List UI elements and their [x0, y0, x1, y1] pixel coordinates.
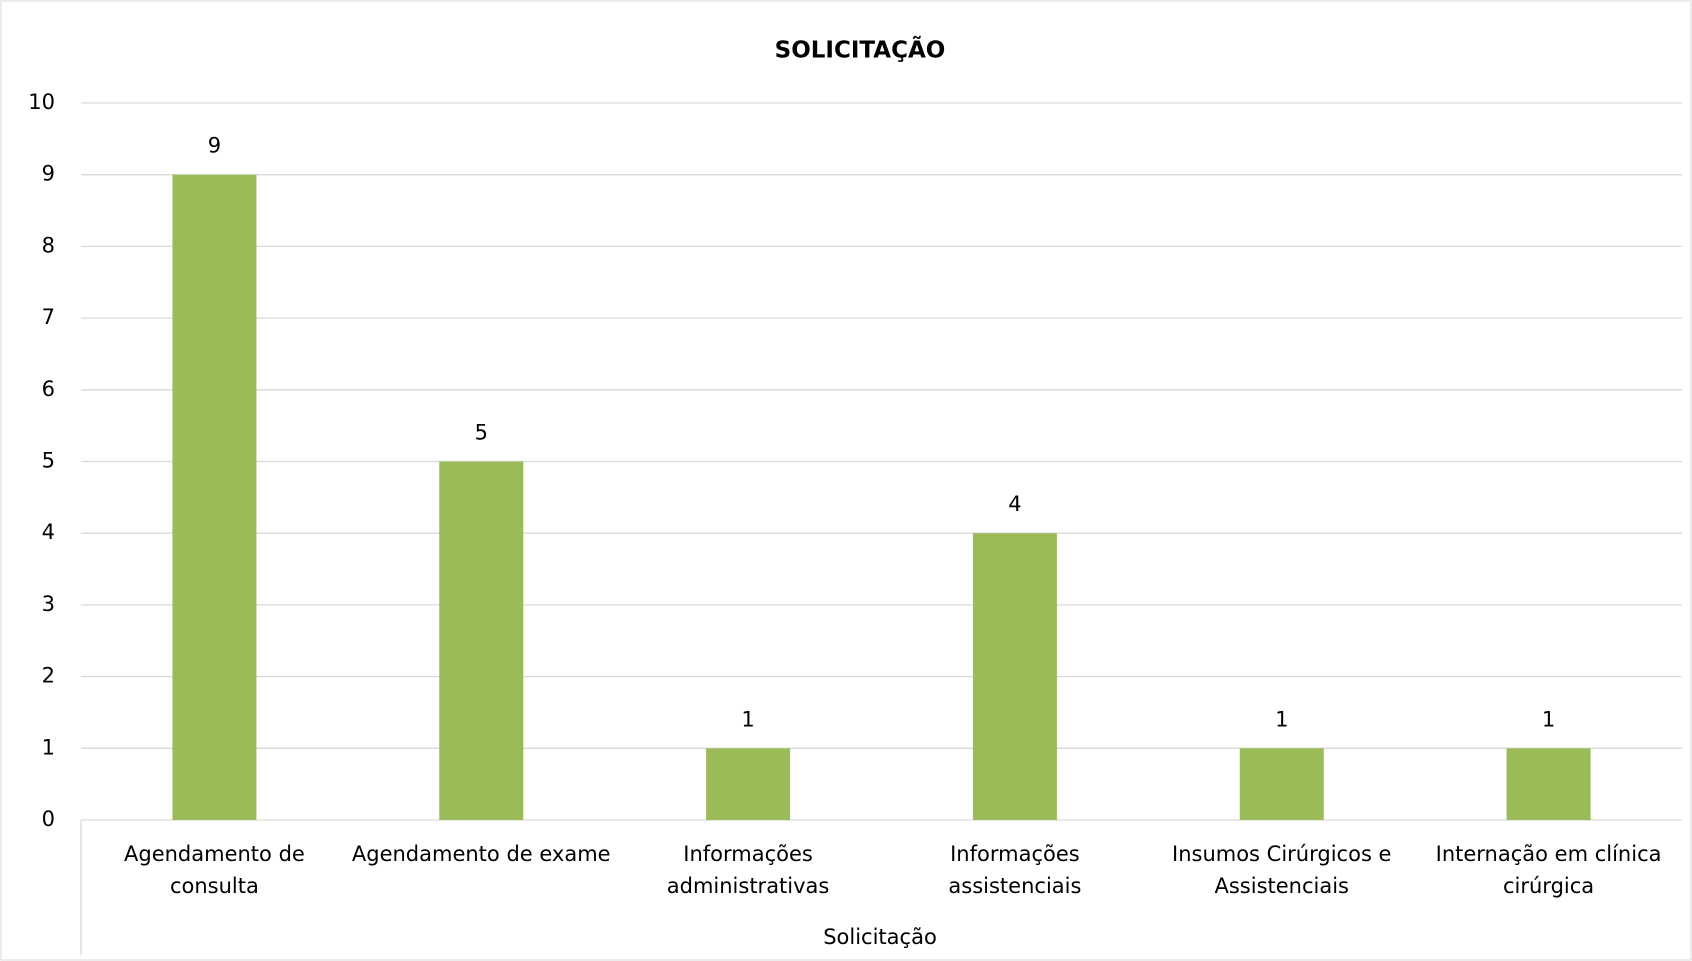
data-label: 5 — [475, 421, 488, 445]
y-tick-label: 5 — [42, 449, 55, 473]
y-tick-label: 1 — [42, 735, 55, 759]
data-label: 9 — [208, 134, 221, 158]
bar — [439, 461, 524, 820]
y-tick-label: 10 — [28, 90, 55, 114]
x-tick-label: Agendamento de consulta — [124, 842, 305, 898]
y-tick-label: 4 — [42, 520, 55, 544]
data-label: 1 — [741, 707, 754, 731]
x-tick-label: Informações administrativas — [666, 842, 830, 898]
bar — [1506, 748, 1591, 820]
bar — [1239, 748, 1324, 820]
data-label: 4 — [1008, 492, 1021, 516]
y-tick-label: 0 — [42, 807, 55, 831]
bar — [706, 748, 791, 820]
y-tick-label: 8 — [42, 233, 55, 257]
data-label: 1 — [1275, 707, 1288, 731]
data-label: 1 — [1542, 707, 1555, 731]
y-tick-label: 9 — [42, 162, 55, 186]
chart-title: SOLICITAÇÃO — [775, 36, 946, 64]
y-tick-label: 6 — [42, 377, 55, 401]
x-axis-title: Solicitação — [823, 925, 937, 949]
y-tick-label: 7 — [42, 305, 55, 329]
x-tick-label: Internação em clínica cirúrgica — [1435, 842, 1662, 898]
y-tick-label: 3 — [42, 592, 55, 616]
x-tick-label: Insumos Cirúrgicos e Assistenciais — [1172, 842, 1392, 898]
x-tick-label: Agendamento de exame — [351, 842, 611, 866]
bar — [172, 174, 257, 820]
y-tick-label: 2 — [42, 664, 55, 688]
bar — [972, 533, 1057, 820]
x-tick-label: Informações assistenciais — [948, 842, 1082, 898]
